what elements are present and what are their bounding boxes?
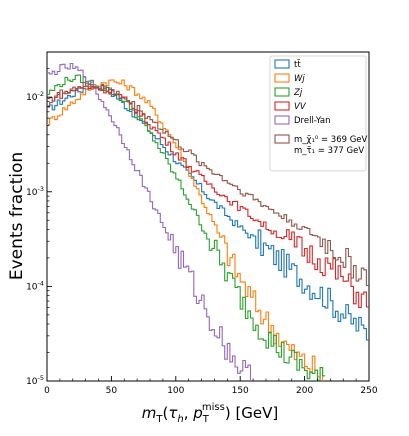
series-vv-line bbox=[47, 85, 369, 308]
x-tick-label: 200 bbox=[296, 386, 313, 396]
y-tick-label: 10-2 bbox=[26, 90, 44, 103]
legend-label: VV bbox=[294, 102, 307, 112]
x-tick-label: 150 bbox=[232, 386, 249, 396]
x-tick-label: 100 bbox=[167, 386, 184, 396]
legend-label-line2: m_τ̃₁ = 377 GeV bbox=[294, 146, 364, 156]
legend-swatch bbox=[274, 134, 290, 144]
x-axis-title: mT(τh, pTmiss) [GeV] bbox=[142, 402, 279, 425]
legend-label: Wj bbox=[294, 74, 305, 84]
y-tick-label: 10-4 bbox=[26, 279, 44, 292]
legend-box bbox=[269, 55, 367, 172]
legend-label: m_χ̃₁⁰ = 369 GeV bbox=[294, 135, 368, 145]
series-drell-yan-line bbox=[47, 62, 252, 381]
x-tick-label: 50 bbox=[106, 386, 118, 396]
legend-swatch bbox=[274, 59, 290, 69]
legend-label: Zj bbox=[293, 88, 303, 98]
legend-swatch bbox=[274, 87, 290, 97]
y-axis-title: Events fraction bbox=[7, 152, 27, 280]
x-tick-label: 250 bbox=[360, 386, 377, 396]
series-m-369-gev-m-377-gev-line bbox=[47, 81, 369, 287]
legend-swatch bbox=[274, 101, 290, 111]
plot-frame bbox=[46, 51, 370, 382]
y-tick-label: 10-3 bbox=[26, 185, 44, 198]
legend-label: tt̄ bbox=[294, 58, 301, 70]
y-tick-label: 10-5 bbox=[26, 374, 44, 387]
legend-label: Drell-Yan bbox=[294, 116, 330, 126]
x-tick-label: 0 bbox=[44, 386, 50, 396]
legend-swatch bbox=[274, 115, 290, 125]
legend-swatch bbox=[274, 73, 290, 83]
